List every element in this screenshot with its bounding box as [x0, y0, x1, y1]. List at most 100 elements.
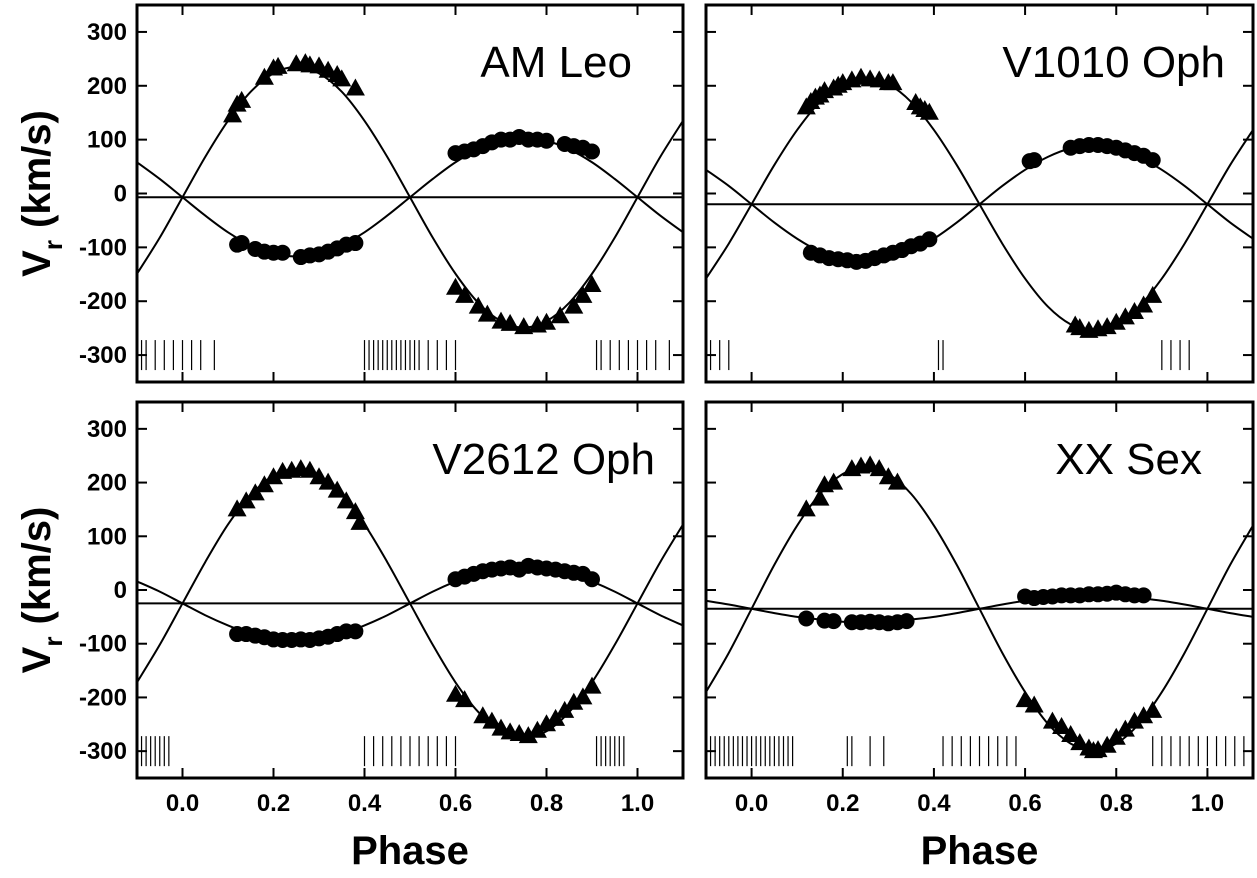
- x-tick-label: 1.0: [621, 790, 654, 817]
- y-label-unit: (km/s): [15, 110, 59, 228]
- triangle-point: [573, 687, 593, 705]
- circle-point: [1144, 152, 1161, 169]
- triangle-point: [796, 499, 816, 517]
- triangle-point: [514, 317, 534, 335]
- y-axis-label: Vr (km/s): [15, 110, 68, 277]
- y-label-sub: r: [38, 637, 68, 647]
- triangle-point: [446, 684, 465, 702]
- triangle-point: [518, 726, 538, 744]
- triangle-point: [468, 296, 488, 314]
- x-tick-label: 0.2: [257, 790, 290, 817]
- y-tick-label: 0: [114, 577, 127, 604]
- panel-title: V2612 Oph: [432, 435, 655, 484]
- triangle-point: [350, 512, 370, 530]
- triangle-point: [455, 690, 475, 708]
- circle-point: [584, 143, 600, 160]
- triangle-point: [1134, 706, 1154, 724]
- panel: 0.0 0.2 0.4 0.6 0.8 1.0 XX Sex Phase: [704, 400, 1255, 873]
- circle-point: [233, 235, 250, 252]
- triangle-point: [268, 56, 288, 74]
- x-axis-label: Phase: [351, 829, 469, 873]
- circle-point: [538, 132, 555, 149]
- circle-point: [584, 571, 600, 588]
- triangle-point: [473, 706, 493, 724]
- x-tick-label: 0.8: [530, 790, 563, 817]
- triangle-point: [537, 312, 556, 330]
- circle-point: [274, 244, 291, 261]
- triangle-point: [254, 67, 274, 85]
- circle-point: [825, 613, 842, 630]
- triangle-point: [878, 467, 898, 485]
- y-label-sub: r: [38, 240, 68, 250]
- triangle-point: [1134, 295, 1154, 313]
- circle-point: [1026, 152, 1043, 169]
- triangle-point: [232, 90, 252, 108]
- x-tick-label: 0.4: [917, 790, 951, 817]
- y-tick-label: 100: [87, 523, 127, 550]
- x-tick-label: 1.0: [1191, 790, 1224, 817]
- x-tick-label: 0.0: [735, 790, 768, 817]
- panel: V1010 Oph: [704, 3, 1255, 384]
- triangle-point: [477, 304, 497, 322]
- y-tick-label: -300: [79, 738, 127, 765]
- triangle-point: [332, 69, 352, 87]
- triangle-point: [455, 285, 475, 303]
- triangle-point: [1124, 301, 1144, 319]
- y-tick-label: -100: [79, 234, 127, 261]
- x-tick-label: 0.6: [439, 790, 472, 817]
- triangle-point: [336, 491, 356, 509]
- x-tick-label: 0.8: [1100, 790, 1133, 817]
- y-label-unit: (km/s): [15, 507, 59, 625]
- panel-title: V1010 Oph: [1002, 38, 1225, 87]
- triangle-point: [1106, 312, 1126, 330]
- y-tick-label: 0: [114, 181, 127, 208]
- x-tick-label: 0.2: [826, 790, 859, 817]
- y-axis-label: Vr (km/s): [15, 507, 68, 674]
- panel: -300 -200 -100 0 100 200 300 AM Leo Vr (km/s): [15, 3, 685, 384]
- triangle-point: [223, 105, 243, 123]
- triangle-point: [1052, 716, 1072, 734]
- triangle-point: [573, 285, 593, 303]
- circle-point: [898, 613, 915, 630]
- triangle-point: [582, 676, 602, 694]
- y-tick-label: -100: [79, 631, 127, 658]
- y-tick-label: -200: [79, 684, 127, 711]
- triangle-point: [564, 296, 584, 314]
- y-tick-label: -200: [79, 288, 127, 315]
- x-tick-label: 0.4: [348, 790, 382, 817]
- triangle-point: [500, 313, 520, 331]
- panel: -300 -200 -100 0 100 200 300 0.0 0.2 0.4 0.6 0.8 1.0…: [15, 400, 685, 873]
- y-tick-label: 300: [87, 19, 127, 46]
- triangle-point: [318, 472, 338, 490]
- triangle-point: [482, 711, 502, 729]
- triangle-point: [1042, 711, 1062, 729]
- triangle-point: [1070, 733, 1090, 751]
- triangle-point: [550, 306, 570, 324]
- panel-title: XX Sex: [1055, 435, 1202, 484]
- x-tick-label: 0.6: [1008, 790, 1041, 817]
- triangle-point: [1024, 695, 1044, 713]
- triangle-point: [1115, 307, 1135, 325]
- triangle-point: [1015, 690, 1035, 708]
- triangle-point: [582, 275, 602, 293]
- triangle-point: [1061, 725, 1081, 743]
- triangle-point: [887, 472, 907, 490]
- y-tick-label: -300: [79, 342, 127, 369]
- triangle-point: [810, 488, 830, 506]
- circle-point: [347, 235, 364, 252]
- y-label-main: V: [15, 646, 59, 673]
- panel-title: AM Leo: [480, 38, 632, 87]
- triangle-point: [527, 720, 547, 738]
- circle-point: [347, 623, 364, 640]
- triangle-point: [1088, 740, 1108, 758]
- triangle-point: [264, 467, 283, 485]
- triangle-point: [564, 692, 584, 710]
- triangle-point: [824, 472, 844, 490]
- triangle-point: [1143, 285, 1163, 303]
- y-tick-label: 300: [87, 416, 127, 443]
- circle-point: [1135, 587, 1152, 604]
- triangle-point: [883, 73, 903, 91]
- triangle-point: [1097, 317, 1117, 335]
- triangle-point: [345, 78, 365, 96]
